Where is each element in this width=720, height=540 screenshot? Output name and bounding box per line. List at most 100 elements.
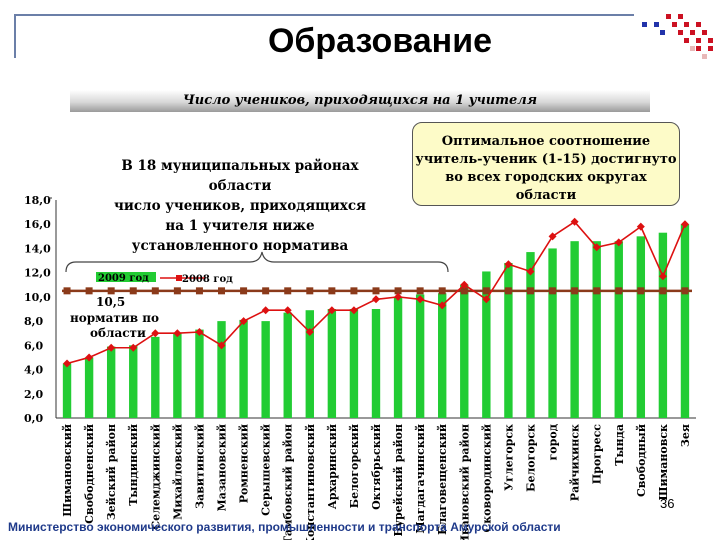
- bar-2009: [129, 345, 138, 418]
- norm-marker: [615, 287, 623, 295]
- norm-marker: [504, 287, 512, 295]
- title-rule-vertical: [14, 14, 16, 58]
- bar-2009: [614, 241, 623, 418]
- line-2008-marker: [217, 341, 226, 350]
- norm-marker: [151, 287, 159, 295]
- bar-2009: [217, 321, 226, 418]
- line-2008-marker: [570, 217, 579, 226]
- norm-marker: [416, 287, 424, 295]
- bar-2009: [261, 321, 270, 418]
- line-2008-marker: [239, 317, 248, 326]
- x-tick-label: Бурейский район: [392, 424, 405, 536]
- x-tick-label: Райчихинск: [569, 424, 582, 501]
- line-2008-marker: [63, 359, 72, 368]
- line-2008-marker: [482, 295, 491, 304]
- line-2008-marker: [85, 353, 94, 362]
- x-tick-label: Свободный: [635, 424, 648, 497]
- note-line: В 18 муниципальных районах области: [121, 158, 359, 194]
- line-2008-marker: [195, 328, 204, 337]
- bar-2009: [460, 284, 469, 418]
- y-tick-label: 4,0: [24, 364, 43, 377]
- x-tick-label: Селемджинский: [149, 424, 162, 530]
- line-2008-marker: [173, 329, 182, 338]
- norm-marker: [394, 287, 402, 295]
- y-tick-label: 0,0: [24, 412, 43, 425]
- y-tick-label: 8,0: [24, 315, 43, 328]
- callout-line: во всех городских округах области: [445, 170, 647, 203]
- bar-2009: [283, 312, 292, 418]
- line-2008-marker: [416, 295, 425, 304]
- page-number: 36: [660, 496, 675, 511]
- bar-2009: [570, 241, 579, 418]
- bar-2009: [371, 309, 381, 418]
- legend-bar-label: 2009 год: [98, 273, 149, 284]
- norm-marker: [328, 287, 336, 295]
- bar-2009: [62, 363, 72, 418]
- bar-2009: [239, 319, 248, 418]
- x-tick-label: Свободненский: [83, 424, 96, 524]
- norm-marker: [195, 287, 203, 295]
- x-tick-label: Магдагачинский: [414, 424, 427, 534]
- bar-2009: [151, 336, 160, 418]
- x-tick-label: Шимановск: [657, 424, 670, 501]
- callout-line: учитель-ученик (1-15) достигнуто: [415, 152, 677, 167]
- x-tick-label: Сковородинский: [480, 424, 493, 533]
- y-tick-label: 14,0: [24, 242, 51, 255]
- bar-2009: [526, 252, 535, 418]
- x-tick-label: Тында: [613, 424, 626, 466]
- bar-2009: [84, 357, 94, 418]
- norm-marker: [262, 287, 270, 295]
- x-tick-label: Завитинский: [193, 424, 206, 509]
- x-tick-label: Серышевский: [260, 424, 273, 516]
- x-tick-label: Углегорск: [502, 424, 515, 491]
- note-line: на 1 учителя ниже: [165, 218, 315, 234]
- bar-2009: [349, 309, 359, 418]
- bar-2009: [393, 296, 403, 418]
- y-tick-label: 6,0: [24, 339, 43, 352]
- bar-2009: [658, 232, 668, 418]
- line-2008-marker: [504, 260, 513, 269]
- chart-subtitle: Число учеников, приходящихся на 1 учител…: [70, 90, 650, 112]
- norm-text-label: норматив по: [70, 311, 159, 325]
- x-tick-label: Ивановский район: [458, 424, 471, 540]
- line-2008-marker: [107, 343, 116, 352]
- norm-marker: [129, 287, 137, 295]
- norm-marker: [218, 287, 226, 295]
- x-tick-label: Зейский район: [105, 424, 118, 520]
- norm-marker: [571, 287, 579, 295]
- norm-marker: [549, 287, 557, 295]
- legend-line-label: 2008 год: [182, 274, 233, 285]
- y-tick-label: 18,0: [24, 194, 51, 207]
- norm-marker: [85, 287, 93, 295]
- line-2008-marker: [349, 306, 358, 315]
- norm-marker: [593, 287, 601, 295]
- x-tick-label: Мазановский: [216, 424, 229, 511]
- title-rule: [14, 14, 634, 16]
- x-tick-label: Зея: [679, 424, 692, 447]
- x-tick-label: Октябрьский: [370, 424, 383, 510]
- norm-marker: [681, 287, 689, 295]
- decorative-dots-icon: [642, 14, 713, 59]
- page-title: Образование: [267, 22, 493, 60]
- norm-marker: [526, 287, 534, 295]
- line-2008-marker: [129, 343, 138, 352]
- line-2008-marker: [636, 222, 645, 231]
- norm-marker: [460, 287, 468, 295]
- norm-text-label: области: [90, 326, 146, 340]
- bar-2009: [592, 241, 601, 418]
- below-norm-brace: [65, 251, 449, 273]
- norm-marker: [350, 287, 358, 295]
- norm-marker: [240, 287, 248, 295]
- norm-marker: [372, 287, 380, 295]
- note-line: число учеников, приходящихся: [113, 198, 367, 214]
- bar-2009: [680, 224, 690, 418]
- callout-line: Оптимальное соотношение: [441, 134, 651, 149]
- bar-2009: [305, 310, 314, 418]
- line-2008-marker: [438, 301, 447, 310]
- line-2008-marker: [680, 220, 689, 229]
- y-tick-label: 16,0: [24, 218, 51, 231]
- norm-marker: [637, 287, 645, 295]
- below-norm-note: В 18 муниципальных районах области число…: [90, 156, 390, 256]
- x-tick-label: Ромненский: [238, 424, 251, 503]
